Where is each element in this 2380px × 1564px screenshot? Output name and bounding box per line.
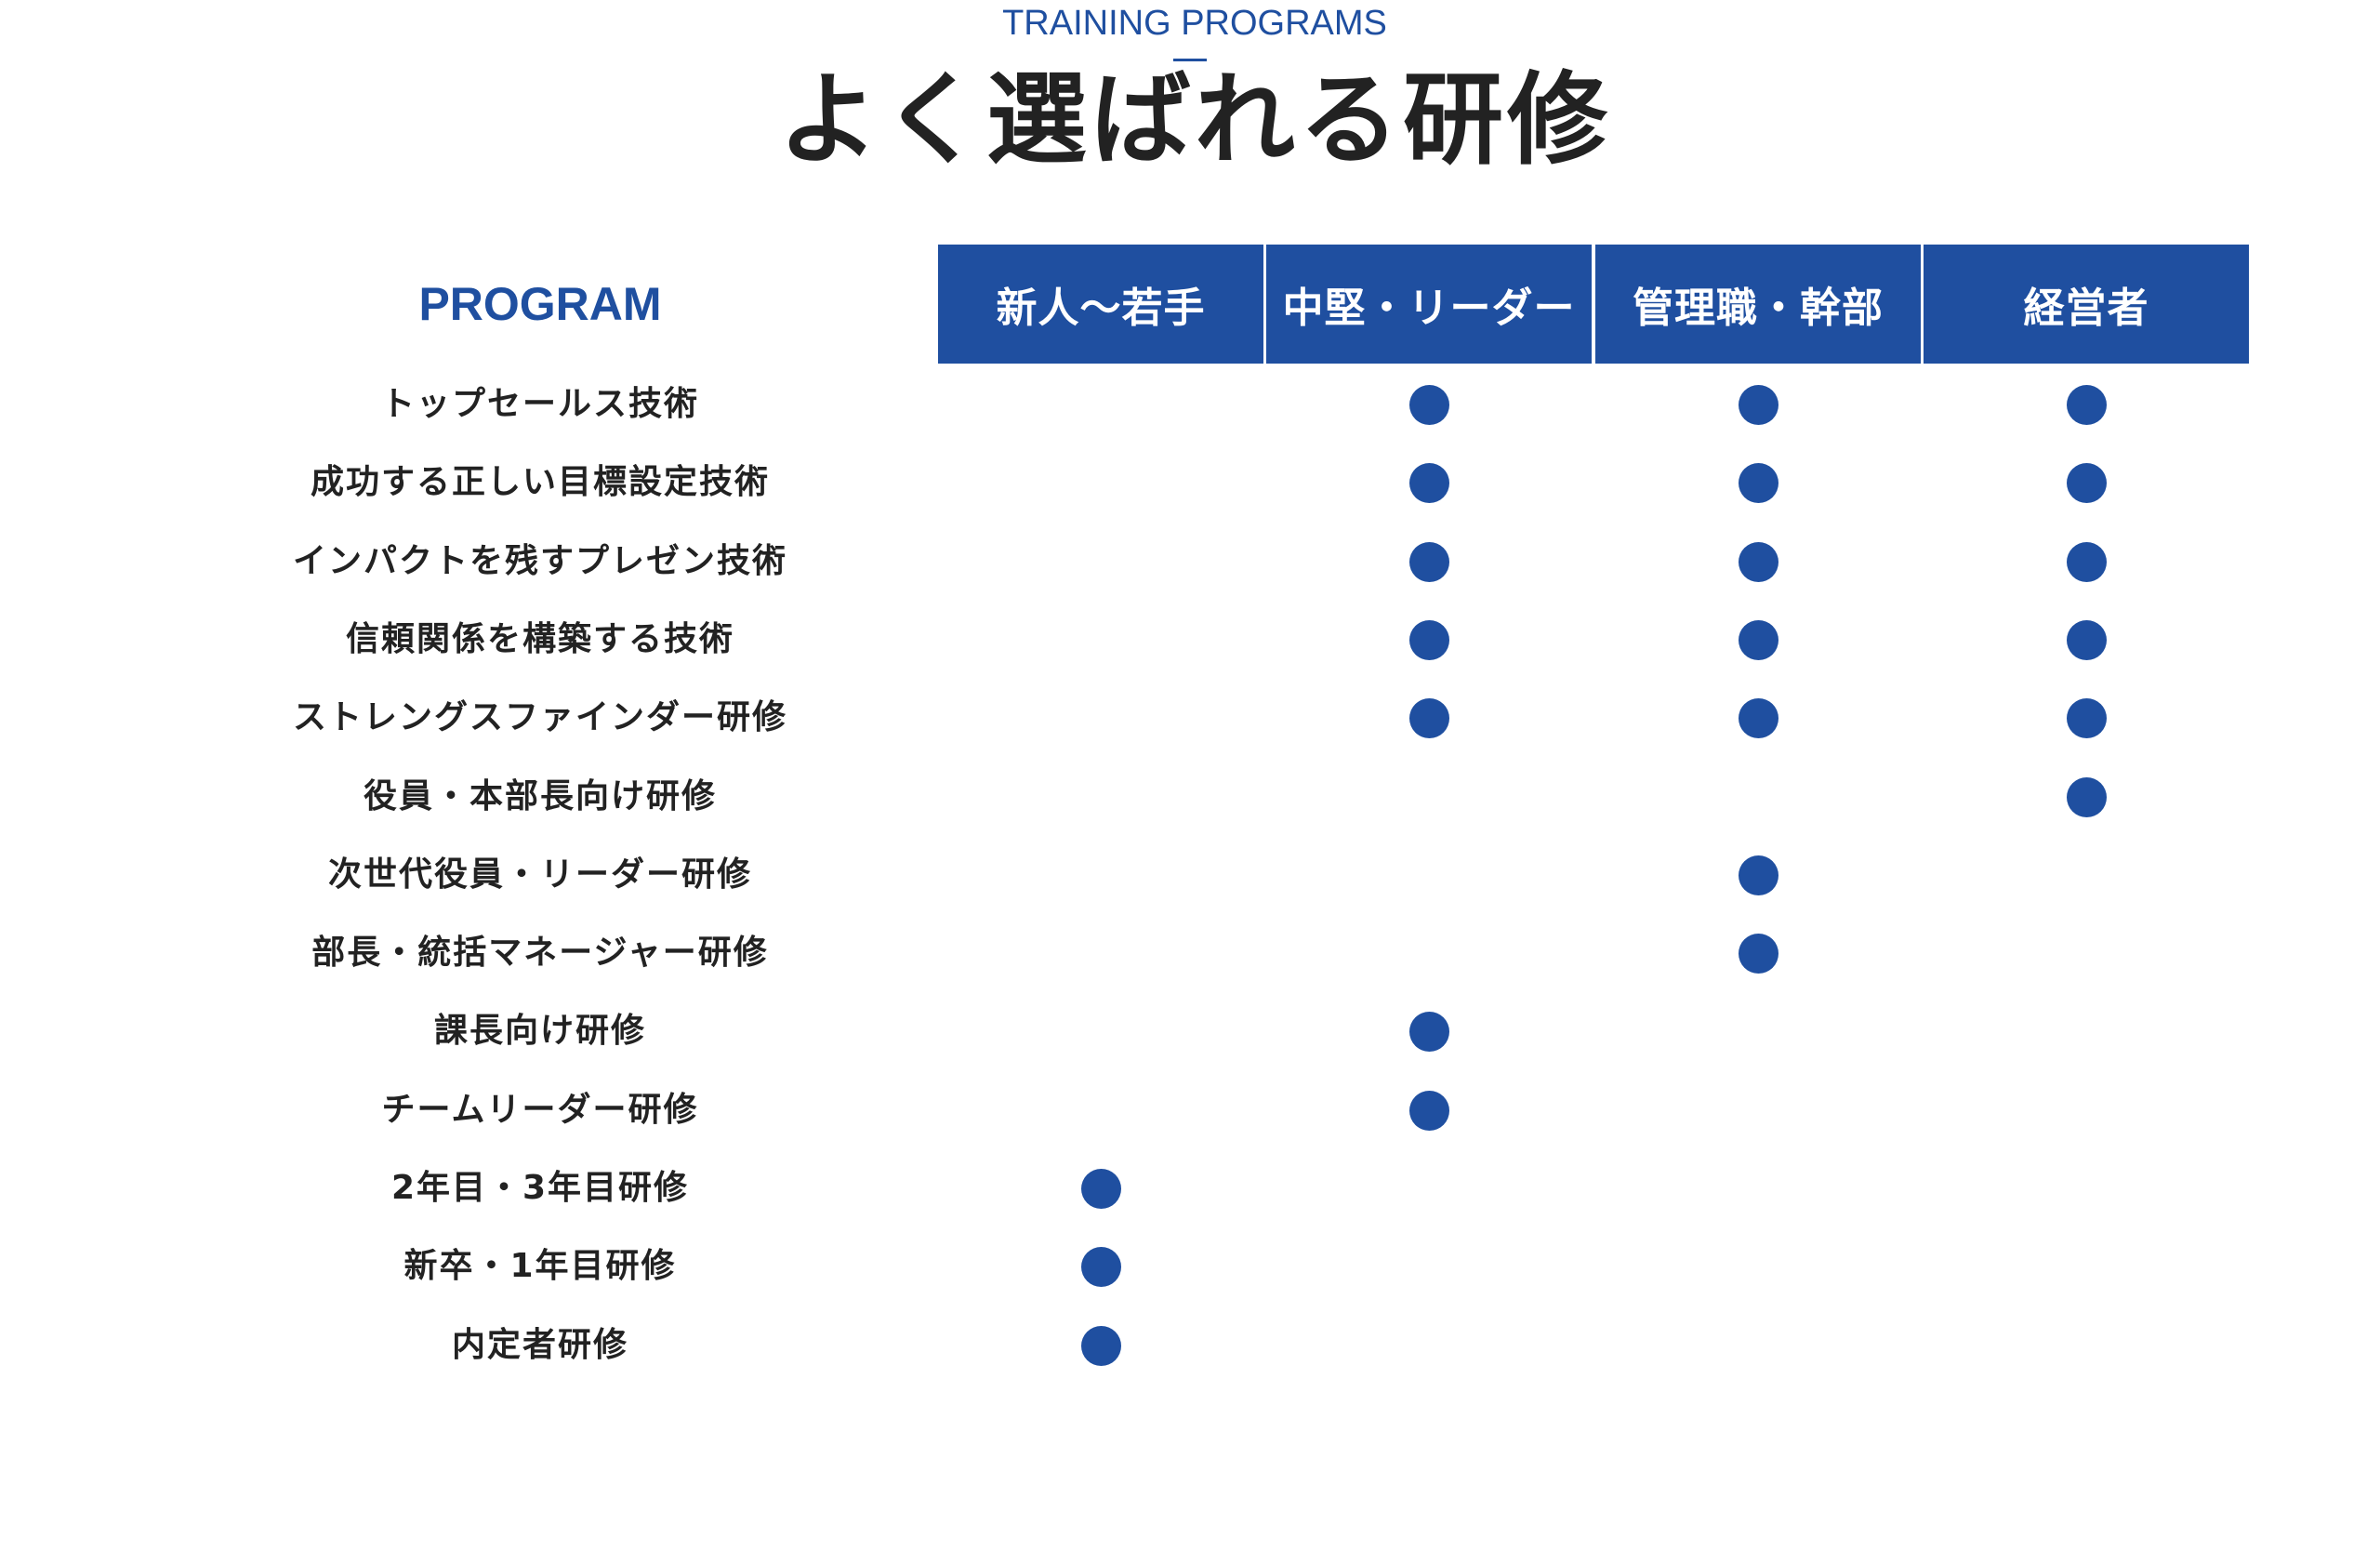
table-row: 2年目・3年目研修 — [0, 1149, 2380, 1227]
applicable-dot-icon — [2066, 385, 2107, 425]
table-row: 信頼関係を構築する技術 — [0, 601, 2380, 679]
applicable-dot-icon — [1080, 1169, 1121, 1209]
program-name[interactable]: 役員・本部長向け研修 — [363, 776, 717, 815]
program-name[interactable]: インパクトを残すプレゼン技術 — [292, 541, 787, 580]
program-name[interactable]: 新卒・1年目研修 — [403, 1247, 677, 1286]
applicable-dot-icon — [1408, 463, 1449, 504]
applicable-dot-icon — [1738, 698, 1778, 739]
program-name[interactable]: 課長向け研修 — [433, 1012, 646, 1051]
column-header-mid-level: 中堅・リーダー — [1266, 245, 1592, 364]
applicable-dot-icon — [1738, 541, 1778, 582]
title-divider — [1173, 59, 1207, 61]
applicable-dot-icon — [2066, 698, 2107, 739]
applicable-dot-icon — [1408, 385, 1449, 425]
table-row: 役員・本部長向け研修 — [0, 758, 2380, 836]
applicable-dot-icon — [1738, 385, 1778, 425]
applicable-dot-icon — [2066, 541, 2107, 582]
applicable-dot-icon — [2066, 463, 2107, 504]
program-column-header: PROGRAM — [418, 278, 662, 330]
table-row: インパクトを残すプレゼン技術 — [0, 523, 2380, 601]
table-row: 内定者研修 — [0, 1306, 2380, 1385]
applicable-dot-icon — [1738, 934, 1778, 974]
table-row: チームリーダー研修 — [0, 1071, 2380, 1149]
section-eyebrow: TRAINING PROGRAMS — [1002, 4, 1387, 43]
table-row: ストレングスファインダー研修 — [0, 679, 2380, 757]
program-name[interactable]: ストレングスファインダー研修 — [292, 698, 787, 737]
column-header-executive: 経営者 — [1924, 245, 2249, 364]
table-row: 次世代役員・リーダー研修 — [0, 836, 2380, 914]
program-name[interactable]: チームリーダー研修 — [381, 1090, 699, 1129]
column-header-manager: 管理職・幹部 — [1595, 245, 1921, 364]
applicable-dot-icon — [1080, 1247, 1121, 1288]
applicable-dot-icon — [1080, 1325, 1121, 1366]
page-title: よく選ばれる研修 — [777, 62, 1611, 179]
applicable-dot-icon — [1738, 619, 1778, 660]
applicable-dot-icon — [2066, 776, 2107, 817]
applicable-dot-icon — [1738, 463, 1778, 504]
program-name[interactable]: 部長・統括マネージャー研修 — [311, 934, 769, 973]
table-row: 課長向け研修 — [0, 992, 2380, 1070]
applicable-dot-icon — [1408, 698, 1449, 739]
program-name[interactable]: 信頼関係を構築する技術 — [345, 619, 734, 658]
program-name[interactable]: 次世代役員・リーダー研修 — [327, 855, 752, 894]
table-row: 新卒・1年目研修 — [0, 1227, 2380, 1306]
program-name[interactable]: 成功する正しい目標設定技術 — [310, 463, 770, 502]
applicable-dot-icon — [1408, 1090, 1449, 1131]
column-header-newcomer: 新人〜若手 — [938, 245, 1263, 364]
table-row: 部長・統括マネージャー研修 — [0, 914, 2380, 992]
applicable-dot-icon — [2066, 619, 2107, 660]
program-name[interactable]: 内定者研修 — [451, 1325, 628, 1364]
applicable-dot-icon — [1738, 855, 1778, 895]
applicable-dot-icon — [1408, 541, 1449, 582]
program-name[interactable]: 2年目・3年目研修 — [390, 1169, 690, 1207]
program-name[interactable]: トップセールス技術 — [380, 385, 699, 423]
table-row: トップセールス技術 — [0, 365, 2380, 444]
applicable-dot-icon — [1408, 1012, 1449, 1053]
table-row: 成功する正しい目標設定技術 — [0, 444, 2380, 522]
applicable-dot-icon — [1408, 619, 1449, 660]
